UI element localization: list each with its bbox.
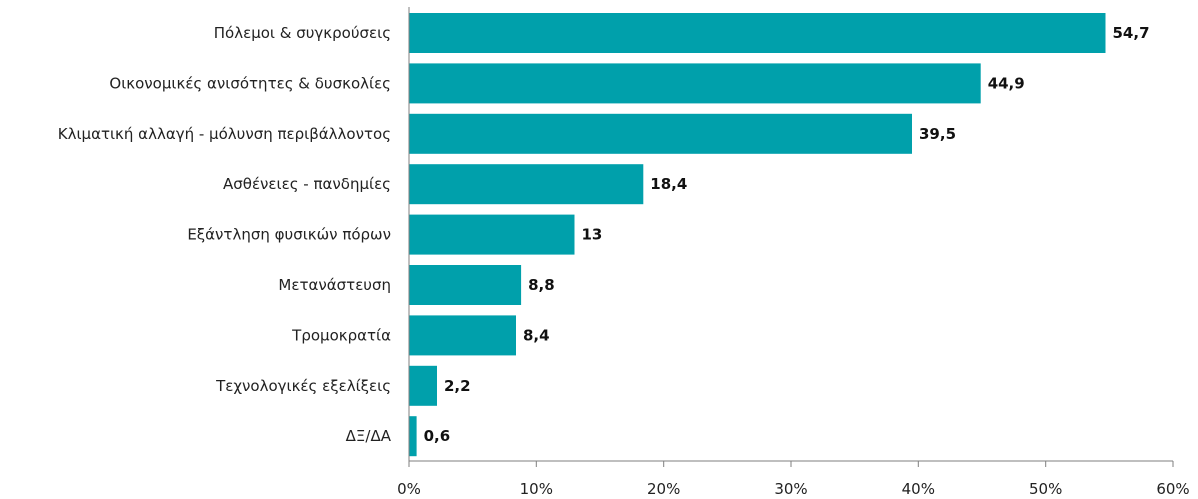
category-label: Ασθένειες - πανδημίες: [223, 175, 391, 193]
x-tick-label: 10%: [520, 480, 553, 498]
labels-layer: Πόλεμοι & συγκρούσεις 54,7 Οικονομικές ανι…: [58, 24, 1190, 498]
bar-1: [409, 13, 1106, 53]
bar-9: [409, 416, 417, 457]
x-tick-label: 0%: [397, 480, 421, 498]
x-tick-label: 60%: [1156, 480, 1189, 498]
x-tick-label: 40%: [902, 480, 935, 498]
bar-5: [409, 214, 575, 255]
value-label: 8,4: [523, 326, 550, 344]
category-label: ΔΞ/ΔΑ: [346, 427, 392, 445]
bar-2: [409, 63, 981, 104]
category-label: Οικονομικές ανισότητες & δυσκολίες: [109, 74, 391, 92]
value-label: 18,4: [650, 175, 687, 193]
category-label: Εξάντληση φυσικών πόρων: [187, 226, 391, 244]
value-label: 44,9: [988, 74, 1025, 92]
category-label: Τρομοκρατία: [291, 326, 391, 344]
bar-8: [409, 365, 437, 406]
value-label: 8,8: [528, 276, 555, 294]
x-tick-label: 30%: [774, 480, 807, 498]
x-tick-label: 20%: [647, 480, 680, 498]
category-label: Μετανάστευση: [278, 276, 391, 294]
bar-3: [409, 113, 912, 154]
value-label: 2,2: [444, 377, 471, 395]
value-label: 54,7: [1113, 24, 1150, 42]
bar-4: [409, 164, 644, 205]
value-label: 39,5: [919, 125, 956, 143]
value-label: 13: [582, 226, 603, 244]
x-tick-label: 50%: [1029, 480, 1062, 498]
bar-6: [409, 265, 522, 305]
category-label: Τεχνολογικές εξελίξεις: [215, 377, 391, 395]
axis-layer: [408, 7, 1174, 467]
bar-7: [409, 315, 516, 356]
category-label: Κλιματική αλλαγή - μόλυνση περιβάλλοντος: [58, 125, 391, 143]
bars-layer: [409, 13, 1106, 457]
category-label: Πόλεμοι & συγκρούσεις: [214, 24, 391, 42]
value-label: 0,6: [424, 427, 451, 445]
